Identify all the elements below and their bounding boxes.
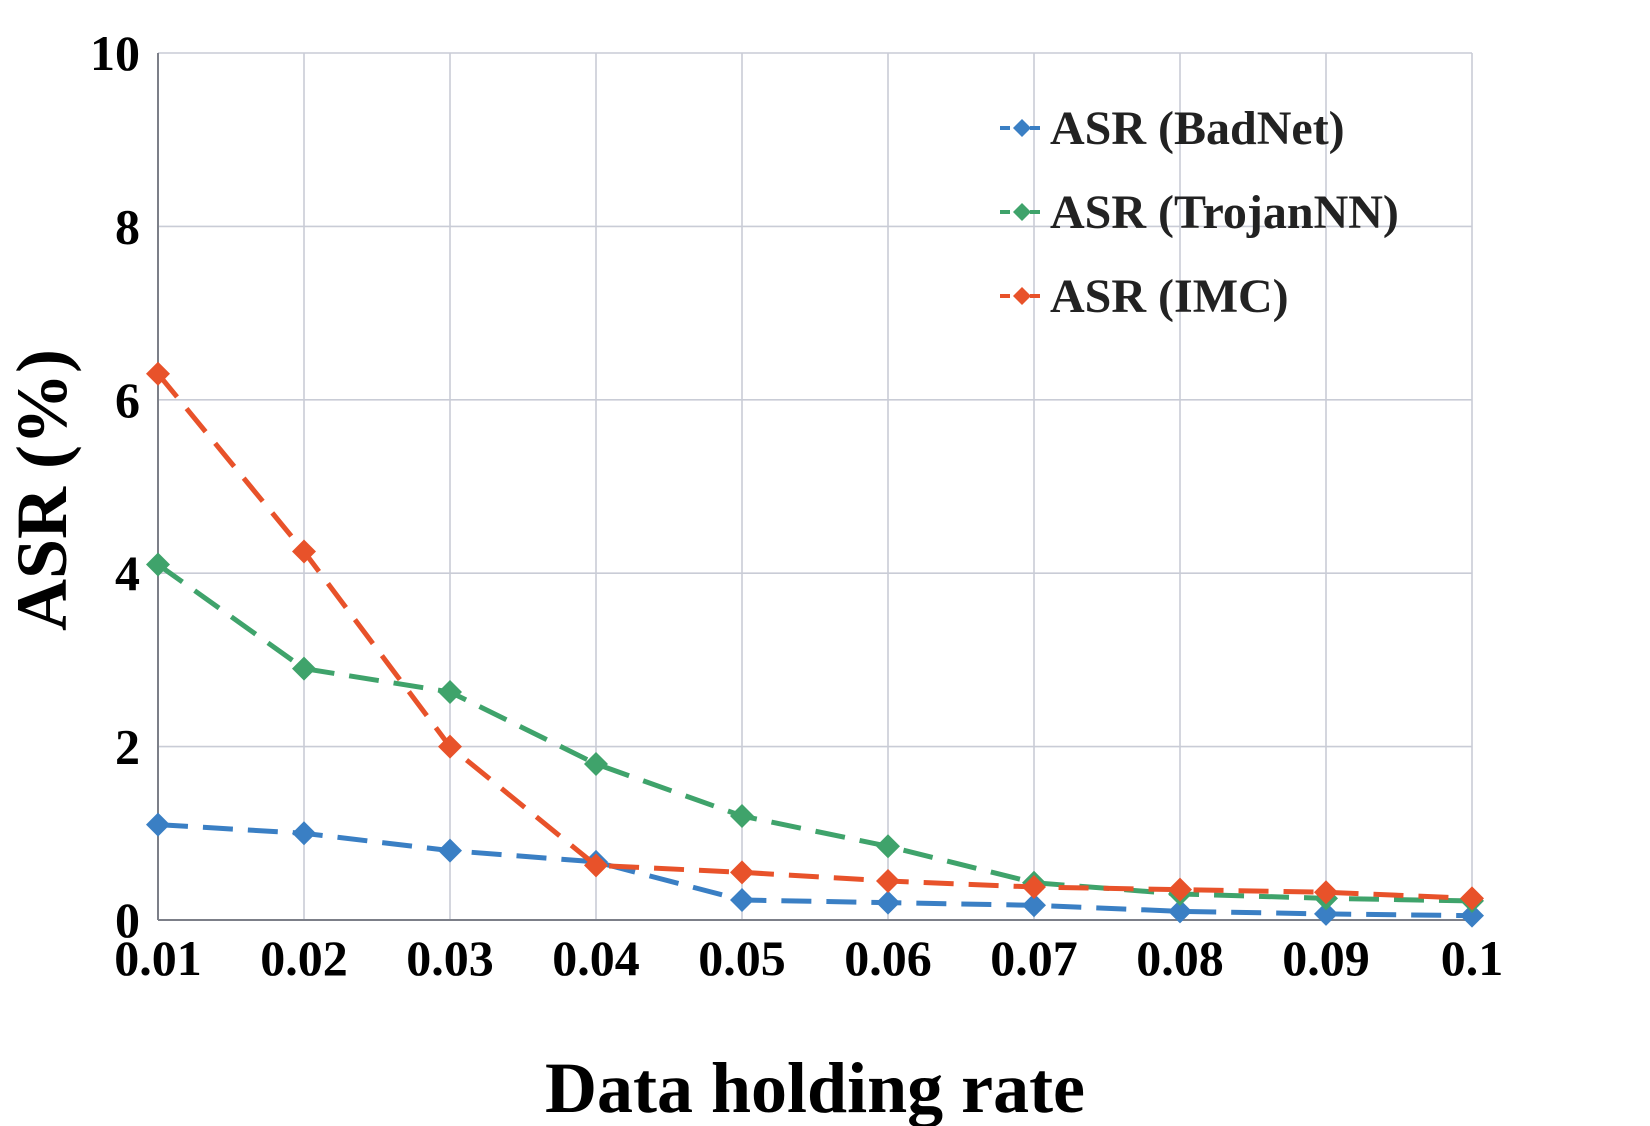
data-point (1460, 903, 1484, 928)
data-point (292, 821, 316, 846)
x-tick-label: 0.03 (406, 930, 494, 986)
data-point (584, 853, 608, 878)
data-point (584, 751, 608, 776)
data-point (730, 803, 754, 828)
x-tick-label: 0.05 (698, 930, 786, 986)
x-tick-label: 0.07 (990, 930, 1078, 986)
series-1 (146, 812, 1484, 928)
axes (157, 53, 1472, 921)
data-point (146, 552, 170, 577)
data-point (292, 539, 316, 564)
data-point (1168, 899, 1192, 924)
x-tick-label: 0.06 (844, 930, 932, 986)
x-axis-title: Data holding rate (545, 1048, 1085, 1126)
data-point (1168, 877, 1192, 902)
data-point (730, 860, 754, 885)
data-point (292, 656, 316, 681)
data-point (1022, 893, 1046, 918)
y-tick-label: 8 (115, 198, 140, 254)
tick-labels: 0.01 0.02 0.03 0.04 0.05 0.06 0.07 0.08 0.09 0.1 0… (90, 25, 1503, 986)
x-tick-label: 0.1 (1441, 930, 1504, 986)
data-point (146, 812, 170, 837)
legend-marker (1013, 287, 1031, 305)
x-tick-label: 0.04 (552, 930, 640, 986)
data-point (876, 868, 900, 893)
series-3 (146, 361, 1484, 911)
series-line (156, 562, 1473, 904)
data-point (876, 890, 900, 915)
series-line (156, 372, 1473, 901)
y-tick-label: 4 (115, 545, 140, 601)
x-tick-label: 0.01 (114, 930, 202, 986)
y-tick-label: 0 (115, 892, 140, 948)
legend: ASR (BadNet) ASR (TrojanNN) ASR (IMC) (1000, 102, 1399, 323)
y-tick-label: 2 (115, 719, 140, 775)
data-point (438, 838, 462, 863)
x-tick-label: 0.02 (260, 930, 348, 986)
grid (157, 52, 1473, 921)
legend-label: ASR (BadNet) (1050, 102, 1345, 155)
data-point (1314, 901, 1338, 926)
data-point (146, 361, 170, 386)
data-point (1460, 886, 1484, 911)
data-point (1022, 875, 1046, 900)
data-point (438, 734, 462, 759)
y-axis-title: ASR (%) (2, 349, 82, 631)
y-tick-label: 10 (90, 25, 140, 81)
legend-label: ASR (TrojanNN) (1050, 186, 1399, 239)
series-line (157, 822, 1473, 919)
data-point (876, 834, 900, 859)
legend-item: ASR (TrojanNN) (1000, 186, 1399, 239)
legend-marker (1013, 203, 1031, 221)
data-point (1314, 880, 1338, 905)
data-point (438, 679, 462, 704)
x-tick-label: 0.09 (1282, 930, 1370, 986)
legend-item: ASR (IMC) (1000, 270, 1289, 323)
x-tick-label: 0.08 (1136, 930, 1224, 986)
y-tick-label: 6 (115, 372, 140, 428)
data-point (730, 888, 754, 913)
series-group (146, 361, 1484, 928)
legend-item: ASR (BadNet) (1000, 102, 1345, 155)
legend-label: ASR (IMC) (1050, 270, 1289, 323)
legend-marker (1013, 119, 1031, 137)
